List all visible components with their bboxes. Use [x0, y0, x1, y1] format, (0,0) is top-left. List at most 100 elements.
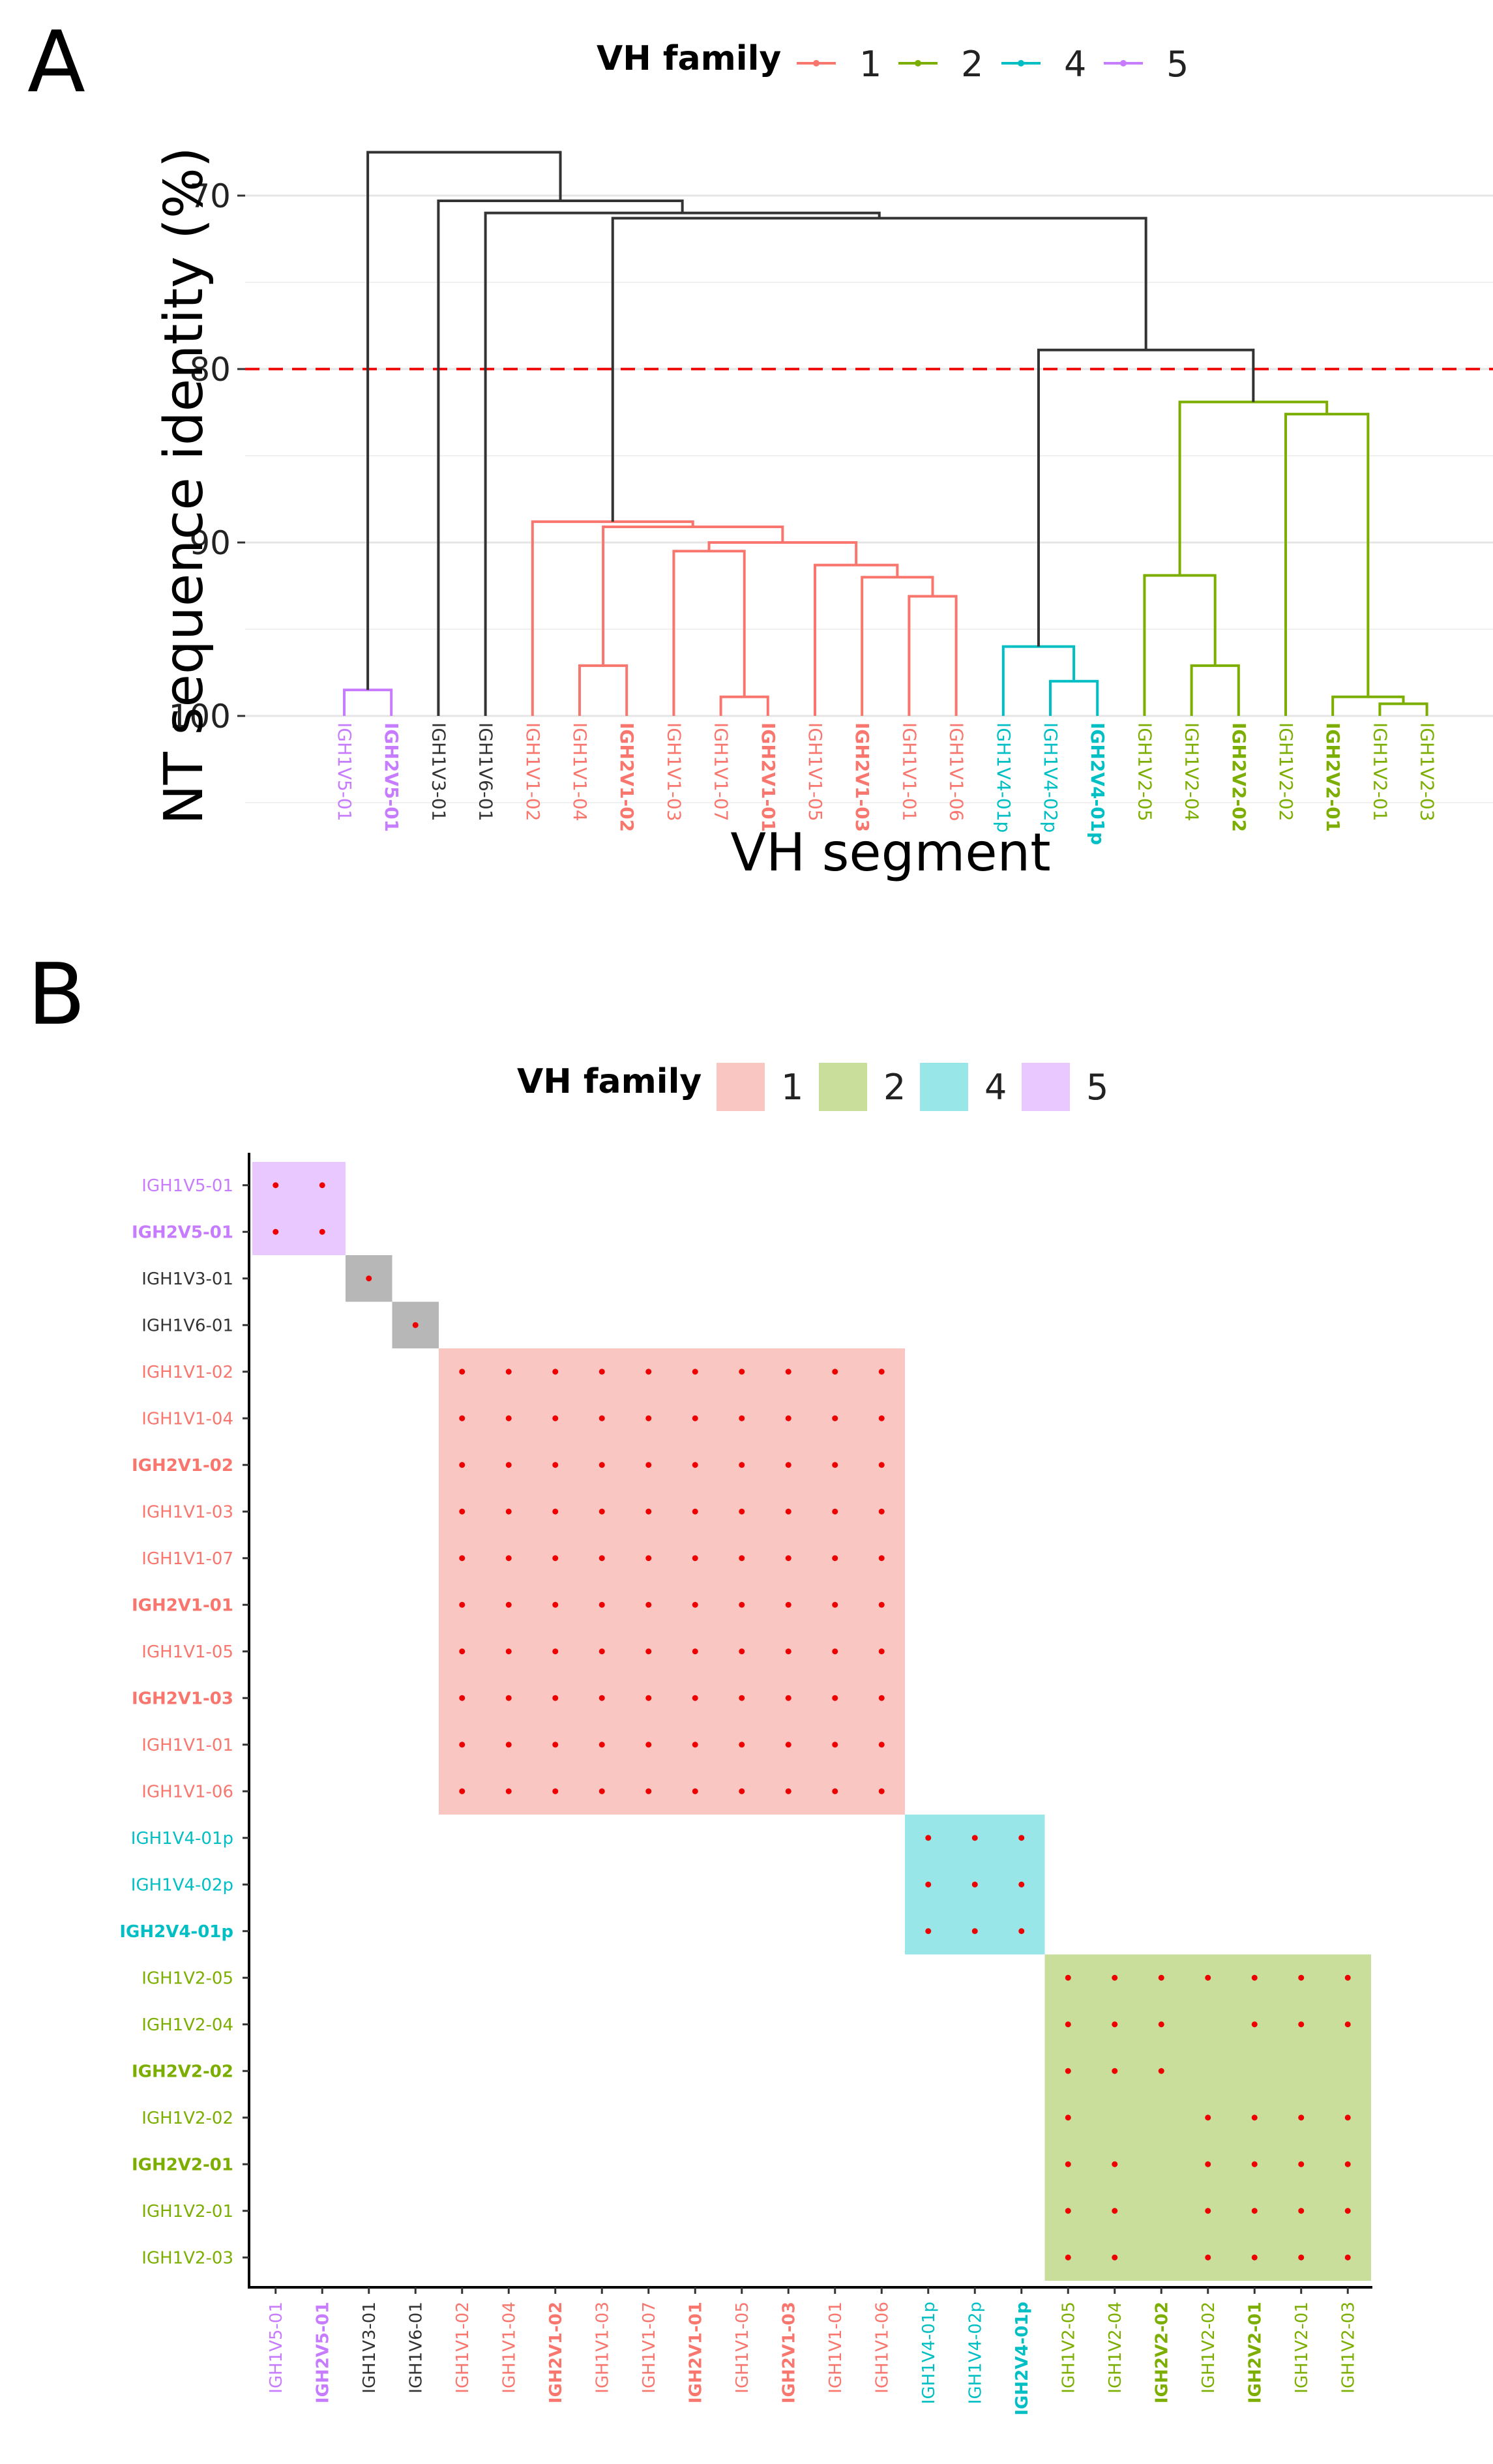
row-label: IGH1V2-01	[141, 2202, 233, 2221]
identity-dot	[785, 1462, 791, 1468]
leaf-label: IGH1V1-04	[569, 722, 591, 822]
column-label: IGH1V1-04	[499, 2302, 519, 2394]
identity-dot	[1018, 1928, 1025, 1935]
identity-dot	[1065, 1974, 1071, 1981]
identity-dot	[739, 1601, 745, 1608]
identity-dot	[832, 1415, 838, 1421]
dendrogram-branch	[861, 576, 934, 716]
identity-dot	[692, 1648, 698, 1655]
identity-dot	[832, 1601, 838, 1608]
identity-dot	[785, 1415, 791, 1421]
identity-dot	[599, 1508, 605, 1515]
column-label: IGH2V5-01	[313, 2302, 333, 2403]
dendrogram-branch	[1190, 664, 1240, 716]
column-label: IGH2V2-02	[1152, 2302, 1172, 2403]
identity-dot	[319, 1228, 325, 1235]
identity-dot	[832, 1742, 838, 1748]
identity-dot	[878, 1462, 885, 1468]
identity-dot	[878, 1788, 885, 1794]
identity-dot	[459, 1462, 466, 1468]
panel-a-legend-title: VH family	[597, 39, 781, 78]
leaf-label: IGH1V4-01p	[993, 722, 1014, 833]
identity-dot	[505, 1788, 512, 1794]
identity-dot	[1205, 2254, 1211, 2261]
identity-dot	[552, 1508, 559, 1515]
identity-dot	[459, 1695, 466, 1701]
dendrogram-branch	[531, 520, 694, 716]
panel-b-legend-title: VH family	[517, 1062, 702, 1101]
leaf-label: IGH1V5-01	[334, 722, 355, 822]
dendrogram-branch	[1178, 400, 1329, 576]
row-label: IGH2V1-03	[132, 1689, 233, 1708]
identity-dot	[1298, 2161, 1305, 2167]
identity-dot	[1298, 2254, 1305, 2261]
identity-dot	[552, 1695, 559, 1701]
identity-dot	[1065, 2021, 1071, 2028]
leaf-label: IGH1V1-06	[946, 722, 968, 822]
row-label: IGH1V1-01	[141, 1736, 233, 1755]
y-axis-title: NT sequence identity (%)	[153, 147, 215, 825]
row-label: IGH1V2-02	[141, 2109, 233, 2128]
column-label: IGH1V2-03	[1338, 2302, 1358, 2394]
identity-dot	[459, 1508, 466, 1515]
column-label: IGH1V2-01	[1292, 2302, 1312, 2394]
identity-dot	[1065, 2115, 1071, 2121]
identity-dots	[273, 1182, 1351, 2261]
identity-dot	[785, 1788, 791, 1794]
identity-dot	[645, 1788, 652, 1794]
identity-dot	[1344, 2208, 1351, 2214]
dendrogram-branch	[672, 550, 746, 716]
dendrogram-branch	[1331, 695, 1405, 716]
identity-dot	[739, 1555, 745, 1562]
identity-dot	[505, 1508, 512, 1515]
leaf-label: IGH1V2-04	[1181, 722, 1203, 822]
identity-dot	[692, 1601, 698, 1608]
identity-dot	[645, 1508, 652, 1515]
panel-a-letter: A	[27, 12, 85, 111]
y-tick-label: 90	[189, 524, 231, 562]
identity-heatmap: IGH1V5-01 IGH2V5-01 IGH1V3-01 IGH1V6-01 IGH1…	[119, 1153, 1372, 2416]
identity-dot	[505, 1415, 512, 1421]
identity-dot	[692, 1462, 698, 1468]
identity-dot	[459, 1648, 466, 1655]
identity-dot	[552, 1648, 559, 1655]
dendrogram-branch	[1049, 679, 1099, 716]
identity-dot	[1344, 2021, 1351, 2028]
legend-fill-key	[1022, 1063, 1070, 1111]
identity-dot	[739, 1788, 745, 1794]
row-label: IGH2V2-01	[132, 2155, 233, 2175]
identity-dot	[692, 1788, 698, 1794]
identity-dot	[599, 1648, 605, 1655]
legend-point-key	[1120, 60, 1127, 67]
identity-dot	[785, 1695, 791, 1701]
column-label: IGH2V4-01p	[1013, 2302, 1032, 2416]
identity-dot	[1158, 1974, 1164, 1981]
identity-dot	[878, 1648, 885, 1655]
legend-label: 4	[1064, 44, 1086, 85]
identity-dot	[552, 1415, 559, 1421]
identity-dot	[832, 1555, 838, 1562]
row-label: IGH1V4-01p	[131, 1829, 233, 1848]
column-label: IGH1V2-04	[1106, 2302, 1125, 2394]
identity-dot	[1065, 2068, 1071, 2074]
identity-dot	[1205, 1974, 1211, 1981]
leaf-label: IGH1V1-01	[898, 722, 920, 822]
identity-dot	[459, 1742, 466, 1748]
identity-dot	[878, 1742, 885, 1748]
legend-fill-key	[920, 1063, 968, 1111]
legend-fill-key	[819, 1063, 867, 1111]
identity-dot	[599, 1601, 605, 1608]
identity-dot	[1112, 2068, 1118, 2074]
identity-dot	[645, 1648, 652, 1655]
legend-point-key	[915, 60, 921, 67]
identity-dot	[599, 1742, 605, 1748]
identity-dot	[739, 1648, 745, 1655]
row-label: IGH1V2-04	[141, 2015, 233, 2035]
dendrogram-branch	[578, 664, 628, 716]
identity-dot	[552, 1601, 559, 1608]
leaf-label: IGH2V1-03	[851, 722, 873, 832]
identity-dot	[1251, 2021, 1258, 2028]
row-label: IGH2V2-02	[132, 2062, 233, 2081]
